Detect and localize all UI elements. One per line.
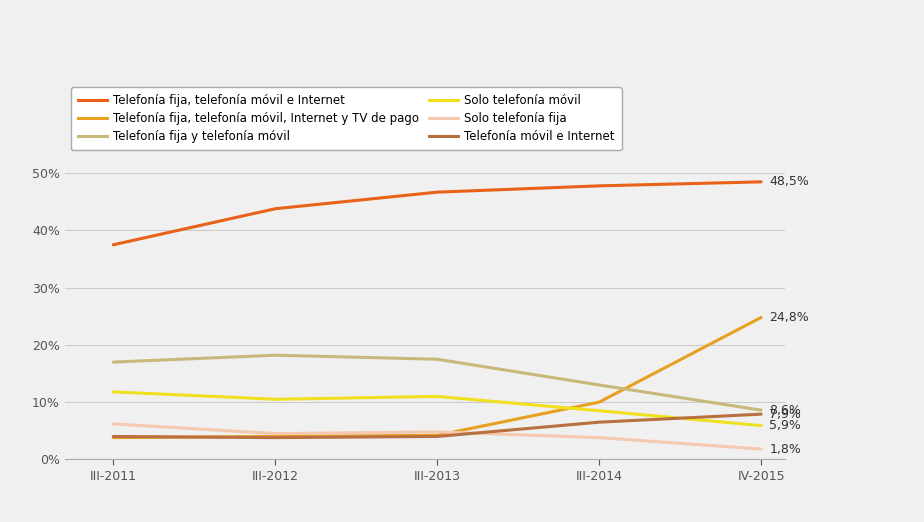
Text: 1,8%: 1,8% [770,443,801,456]
Legend: Telefonía fija, telefonía móvil e Internet, Telefonía fija, telefonía móvil, Int: Telefonía fija, telefonía móvil e Intern… [70,87,622,150]
Text: 8,6%: 8,6% [770,404,801,417]
Text: 5,9%: 5,9% [770,419,801,432]
Text: 7,9%: 7,9% [770,408,801,421]
Text: 24,8%: 24,8% [770,311,809,324]
Text: 48,5%: 48,5% [770,175,809,188]
